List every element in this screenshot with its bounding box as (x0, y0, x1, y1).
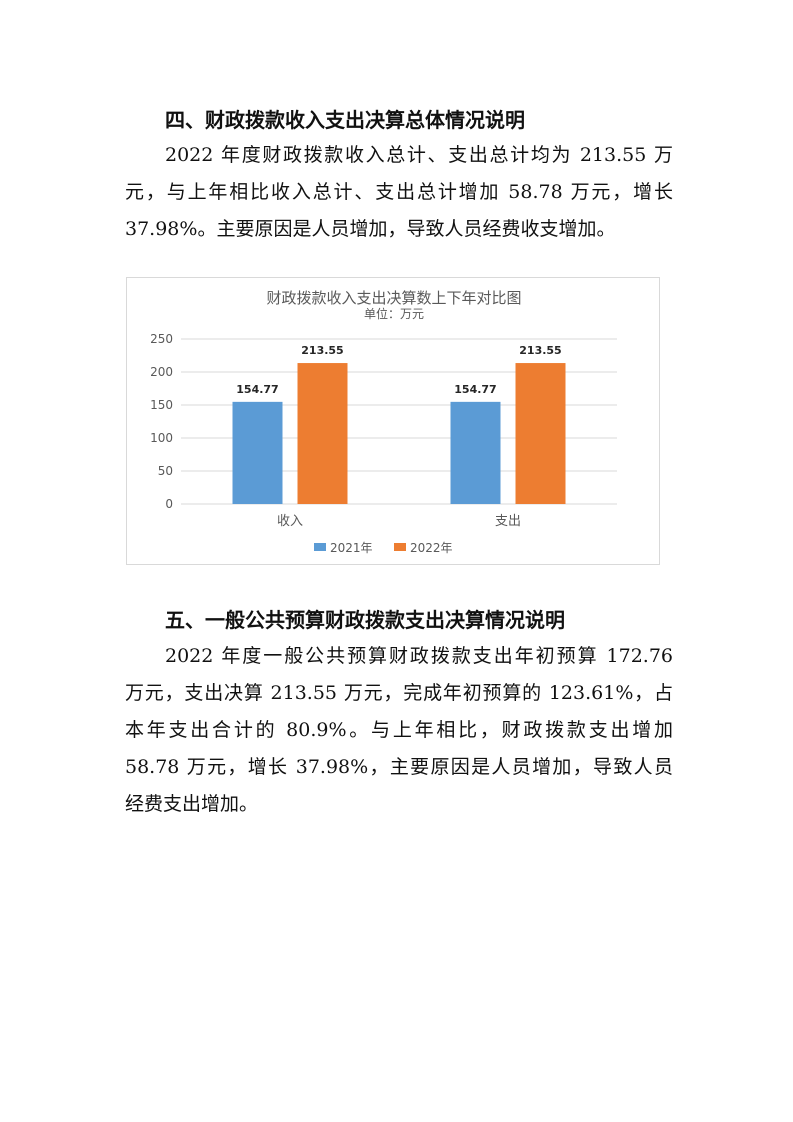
bar-2021年 (450, 401, 501, 504)
bar-2022年 (515, 363, 566, 504)
x-category-label: 支出 (495, 514, 521, 529)
y-tick-label: 100 (150, 431, 173, 445)
data-label: 154.77 (236, 383, 278, 396)
bar-chart: 财政拨款收入支出决算数上下年对比图 单位：万元 0 50 100 150 200 250 … (126, 277, 660, 565)
legend-swatch (394, 543, 406, 551)
section5-line: 58.78 万元，增长 37.98%，主要原因是人员增加，导致人员 (125, 756, 673, 778)
section4-line: 元，与上年相比收入总计、支出总计增加 58.78 万元，增长 (125, 181, 673, 203)
bar-2021年 (232, 401, 283, 504)
data-label: 213.55 (301, 344, 343, 357)
legend-swatch (314, 543, 326, 551)
section5-line: 2022 年度一般公共预算财政拨款支出年初预算 172.76 (165, 645, 673, 667)
section5-line: 本年支出合计的 80.9%。与上年相比，财政拨款支出增加 (125, 719, 673, 741)
bar-2022年 (297, 363, 348, 504)
section4-heading: 四、财政拨款收入支出决算总体情况说明 (165, 108, 525, 132)
chart-subtitle: 单位：万元 (364, 306, 424, 321)
section5-line: 经费支出增加。 (125, 793, 259, 815)
x-category-label: 收入 (277, 514, 303, 529)
y-tick-label: 0 (165, 497, 173, 511)
legend-label: 2021年 (330, 541, 373, 555)
data-label: 154.77 (454, 383, 496, 396)
y-tick-label: 250 (150, 332, 173, 346)
section5-heading: 五、一般公共预算财政拨款支出决算情况说明 (165, 608, 565, 632)
chart-title: 财政拨款收入支出决算数上下年对比图 (266, 289, 521, 307)
legend-label: 2022年 (410, 541, 453, 555)
section5-line: 万元，支出决算 213.55 万元，完成年初预算的 123.61%，占 (125, 682, 673, 704)
section4-line: 37.98%。主要原因是人员增加，导致人员经费收支增加。 (125, 218, 616, 240)
chart-svg: 财政拨款收入支出决算数上下年对比图 单位：万元 050100150200250 … (150, 289, 617, 555)
data-label: 213.55 (519, 344, 561, 357)
y-tick-label: 150 (150, 398, 173, 412)
section4-line: 2022 年度财政拨款收入总计、支出总计均为 213.55 万 (165, 144, 673, 166)
y-tick-label: 200 (150, 365, 173, 379)
y-tick-label: 50 (158, 464, 173, 478)
